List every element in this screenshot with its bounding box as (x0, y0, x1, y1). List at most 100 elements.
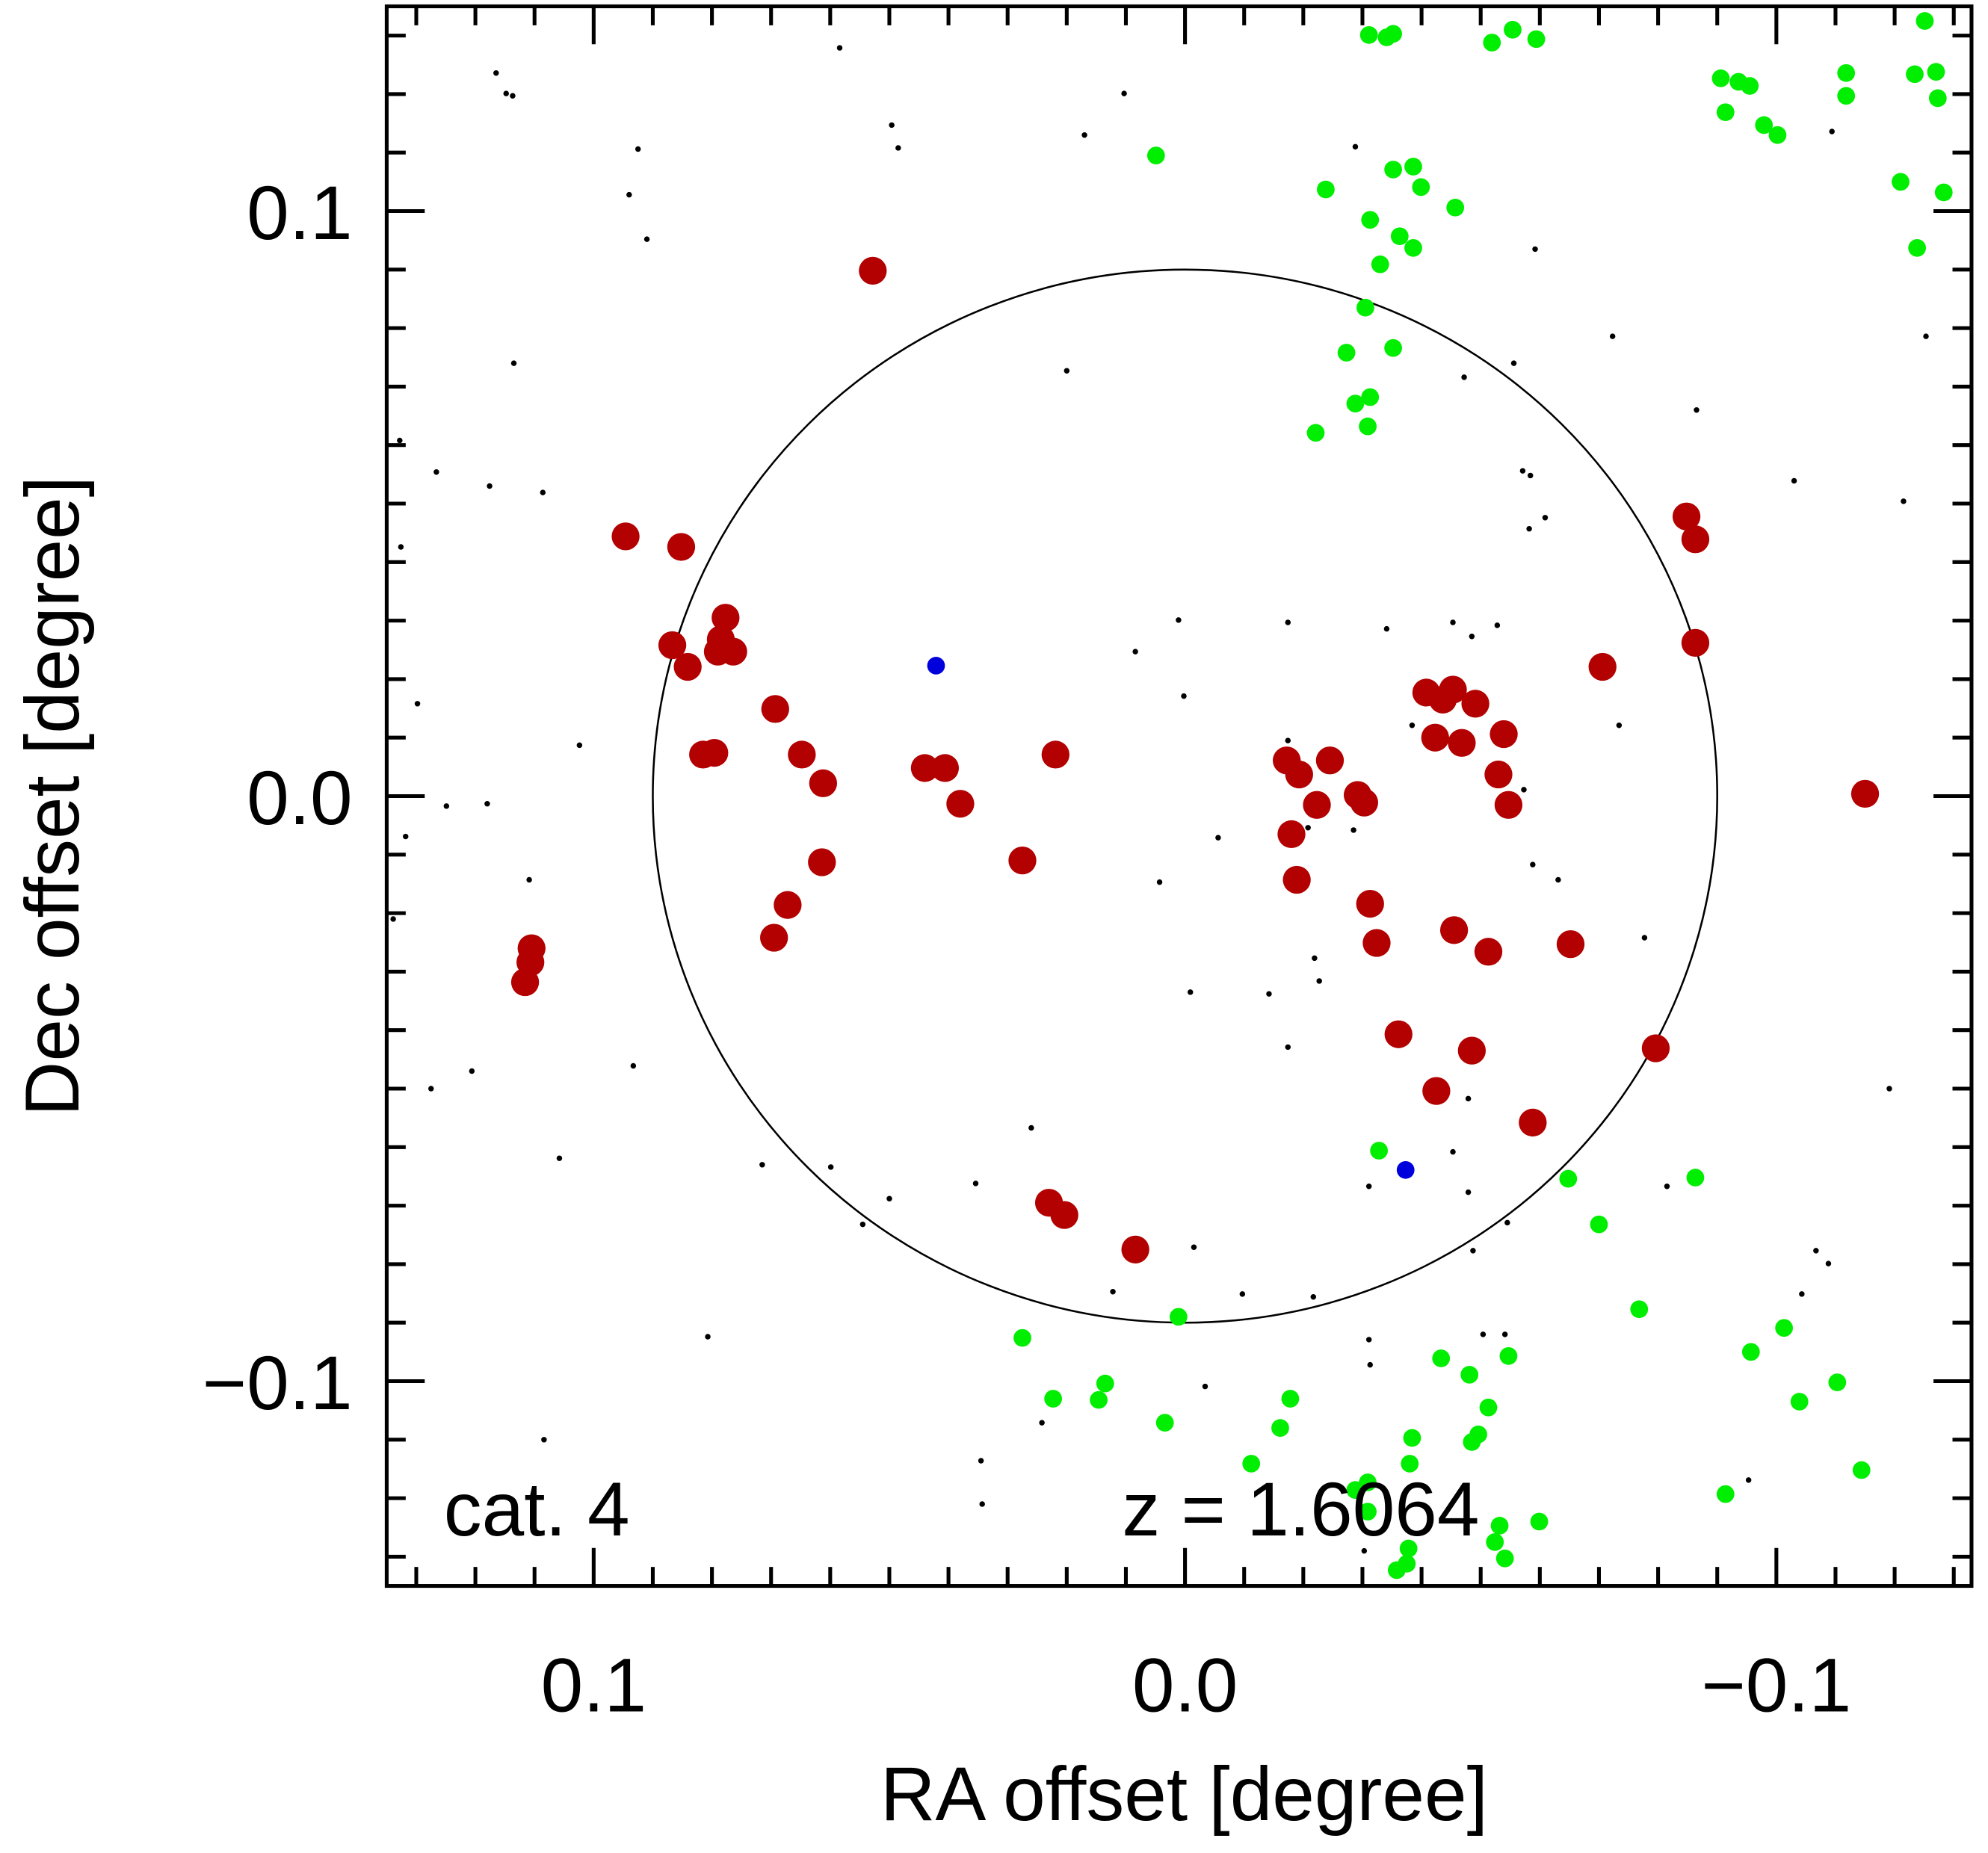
point (1681, 628, 1710, 658)
point (526, 876, 532, 883)
point (1396, 1160, 1415, 1179)
point (1711, 69, 1730, 87)
annotation: cat. 4 (444, 1467, 630, 1552)
point (1409, 723, 1416, 728)
point (1519, 1108, 1547, 1137)
point (1359, 1503, 1377, 1521)
point (946, 790, 975, 818)
point (1239, 1291, 1246, 1297)
point (1404, 158, 1422, 176)
point (1519, 468, 1526, 474)
search-circle (652, 268, 1718, 1324)
point (1934, 183, 1953, 202)
point (1412, 178, 1430, 197)
point (1310, 1294, 1317, 1300)
point (705, 1334, 711, 1340)
point (1155, 1414, 1174, 1432)
point (1450, 619, 1456, 625)
point (761, 695, 789, 723)
point (1367, 1361, 1373, 1368)
point (510, 360, 517, 366)
point (1499, 1346, 1518, 1365)
point (1461, 374, 1467, 380)
point (1906, 65, 1924, 84)
point (1346, 395, 1365, 412)
point (469, 1068, 475, 1074)
point (808, 848, 836, 876)
point (1923, 333, 1929, 339)
point (397, 437, 403, 444)
point (1555, 876, 1561, 883)
point (1490, 1517, 1509, 1535)
point (1361, 1547, 1368, 1554)
point (978, 1458, 984, 1464)
point (1215, 835, 1221, 841)
point (1829, 129, 1835, 134)
point (1892, 173, 1910, 191)
point (1306, 424, 1325, 442)
point (700, 738, 729, 767)
point (1799, 1291, 1805, 1297)
point (1559, 1169, 1578, 1188)
point (1486, 1532, 1504, 1551)
point (1346, 1481, 1365, 1500)
point (859, 256, 887, 285)
point (433, 469, 439, 475)
point (1202, 1383, 1208, 1390)
point (503, 90, 509, 96)
point (1504, 20, 1522, 39)
point (1927, 63, 1945, 81)
point (1542, 515, 1549, 521)
point (487, 483, 493, 489)
point (1495, 1549, 1514, 1568)
point (1609, 333, 1616, 339)
point (1504, 1219, 1510, 1226)
point (886, 1195, 892, 1201)
point (1365, 1337, 1372, 1343)
point (1526, 525, 1532, 532)
annotation: z = 1.6064 (1122, 1467, 1479, 1552)
point (1790, 1393, 1809, 1411)
point (859, 1221, 866, 1228)
point (658, 631, 687, 660)
point (1181, 693, 1187, 699)
point (1359, 25, 1378, 44)
point (1588, 652, 1617, 681)
point (827, 1164, 834, 1170)
point (1483, 34, 1501, 52)
point (1315, 746, 1345, 775)
point (719, 637, 747, 666)
point (1901, 498, 1907, 504)
point (1403, 1429, 1421, 1447)
point (1362, 929, 1391, 957)
point (1170, 1308, 1188, 1326)
point (1399, 1539, 1418, 1558)
point (1028, 1125, 1034, 1131)
point (1428, 685, 1457, 714)
point (1081, 132, 1087, 138)
point (1768, 126, 1787, 144)
point (1352, 143, 1359, 150)
point (1266, 991, 1272, 997)
point (1422, 1077, 1451, 1105)
point (1837, 87, 1856, 105)
point (1187, 989, 1194, 995)
point (1271, 1419, 1289, 1438)
point (1813, 1248, 1819, 1254)
point (1121, 90, 1127, 96)
point (930, 754, 960, 782)
point (1421, 723, 1449, 752)
point (1121, 1235, 1149, 1263)
point (1013, 1328, 1031, 1347)
point (1463, 1433, 1481, 1451)
point (1741, 1343, 1760, 1361)
point (1494, 791, 1523, 819)
point (1041, 740, 1069, 769)
point (1457, 1036, 1487, 1065)
point (1110, 1288, 1116, 1295)
point (635, 146, 641, 152)
point (1681, 525, 1710, 554)
point (1908, 238, 1927, 257)
point (1694, 407, 1700, 413)
point (1474, 938, 1503, 966)
